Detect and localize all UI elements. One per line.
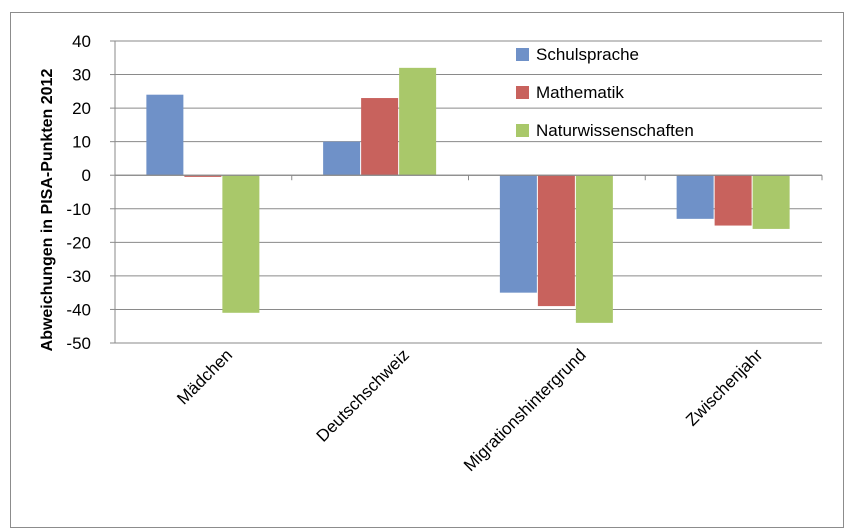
legend-swatch-schulsprache: [516, 48, 529, 61]
bar-schulsprache-1: [323, 141, 361, 176]
legend-swatch-mathematik: [516, 86, 529, 99]
legend: Schulsprache Mathematik Naturwissenschafte…: [516, 45, 694, 140]
bar-naturwissenschaften-3: [752, 175, 790, 229]
bar-schulsprache-3: [676, 175, 714, 219]
bar-mathematik-0: [184, 175, 222, 177]
y-tick-label: 0: [82, 166, 91, 185]
bars: [146, 67, 790, 323]
y-tick-label: -50: [66, 334, 91, 353]
bar-schulsprache-2: [499, 175, 537, 293]
legend-label-schulsprache: Schulsprache: [536, 45, 639, 64]
legend-label-naturwissenschaften: Naturwissenschaften: [536, 121, 694, 140]
category-label: Migrationshintergrund: [460, 345, 590, 475]
bar-mathematik-1: [361, 98, 399, 176]
y-tick-label: -10: [66, 200, 91, 219]
y-tick-label: 20: [72, 99, 91, 118]
y-tick-label: 10: [72, 133, 91, 152]
bar-mathematik-3: [714, 175, 752, 226]
legend-swatch-naturwissenschaften: [516, 124, 529, 137]
y-tick-label: -30: [66, 267, 91, 286]
y-axis-label: Abweichungen in PISA-Punkten 2012: [39, 69, 56, 352]
category-label: Mädchen: [173, 345, 236, 408]
bar-naturwissenschaften-2: [575, 175, 613, 323]
category-labels: Mädchen Deutschschweiz Migrationshintergru…: [173, 345, 766, 475]
y-tick-label: 40: [72, 32, 91, 51]
bar-schulsprache-0: [146, 94, 184, 176]
y-tick-label: 30: [72, 66, 91, 85]
legend-label-mathematik: Mathematik: [536, 83, 624, 102]
y-tick-labels: 40 30 20 10 0 -10 -20 -30 -40 -50: [66, 32, 91, 353]
bar-mathematik-2: [537, 175, 575, 307]
category-label: Zwischenjahr: [682, 345, 766, 429]
y-tick-label: -40: [66, 300, 91, 319]
bar-naturwissenschaften-0: [222, 175, 260, 313]
y-tick-label: -20: [66, 233, 91, 252]
axes: [114, 41, 823, 343]
bar-naturwissenschaften-1: [399, 67, 437, 176]
category-label: Deutschschweiz: [313, 345, 413, 445]
